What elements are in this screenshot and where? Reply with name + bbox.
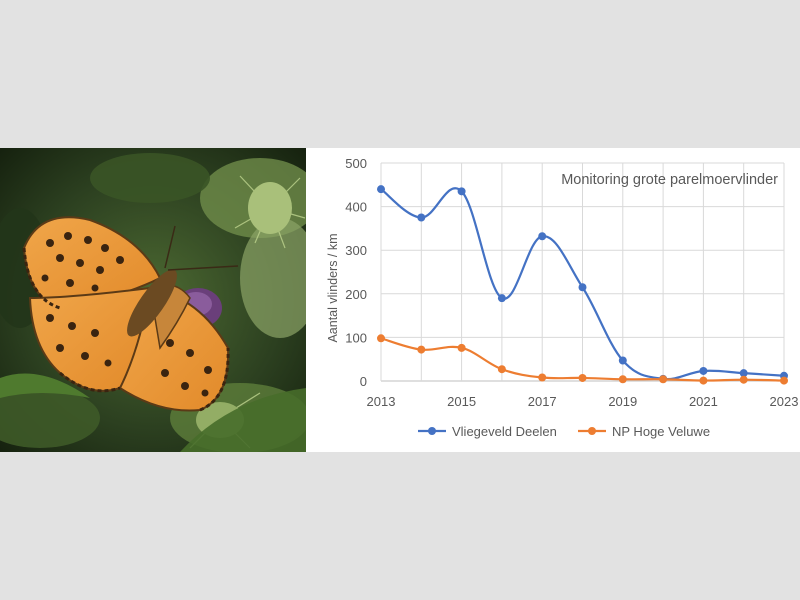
data-point-vliegeveld-deelen [578,283,587,292]
legend-label-vliegeveld-deelen: Vliegeveld Deelen [452,424,557,439]
butterfly-photo-image [0,148,306,452]
data-point-vliegeveld-deelen [618,356,627,365]
data-point-np-hoge-veluwe [739,375,748,384]
line-chart: 0 100 200 300 400 500 2013 2015 2017 2019 2021 2023… [326,156,798,439]
x-tick-label: 2023 [770,394,799,409]
data-point-np-hoge-veluwe [578,373,587,382]
chart-legend: Vliegeveld Deelen NP Hoge Veluwe [418,424,710,439]
data-point-vliegeveld-deelen [699,366,708,375]
x-tick-label: 2021 [689,394,718,409]
data-point-vliegeveld-deelen [417,213,426,222]
data-point-np-hoge-veluwe [457,343,466,352]
data-point-np-hoge-veluwe [538,373,547,382]
y-tick-label: 300 [345,243,367,258]
data-point-vliegeveld-deelen [739,369,748,378]
data-point-vliegeveld-deelen [538,232,547,241]
data-point-np-hoge-veluwe [497,365,506,374]
data-point-np-hoge-veluwe [659,375,668,384]
butterfly-photo [0,148,306,452]
y-tick-label: 500 [345,156,367,171]
chart-container: 0 100 200 300 400 500 2013 2015 2017 2019 2021 2023… [306,148,800,452]
data-point-np-hoge-veluwe [780,376,788,385]
data-point-vliegeveld-deelen [457,187,466,196]
figure-panel: 0 100 200 300 400 500 2013 2015 2017 2019 2021 2023… [0,148,800,452]
data-point-np-hoge-veluwe [699,376,708,385]
legend-label-np-hoge-veluwe: NP Hoge Veluwe [612,424,710,439]
data-point-np-hoge-veluwe [417,345,426,354]
y-tick-label: 0 [360,374,367,389]
legend-marker-np-hoge-veluwe [588,427,596,435]
y-axis-label: Aantal vlinders / km [326,233,340,342]
x-tick-label: 2019 [608,394,637,409]
chart-title: Monitoring grote parelmoervlinder [561,172,778,188]
data-point-vliegeveld-deelen [377,185,385,194]
x-tick-label: 2015 [447,394,476,409]
y-tick-label: 200 [345,287,367,302]
data-point-vliegeveld-deelen [497,294,506,303]
x-tick-label: 2013 [367,394,396,409]
butterfly-illustration [22,216,239,412]
x-tick-label: 2017 [528,394,557,409]
legend-marker-vliegeveld-deelen [428,427,436,435]
y-tick-label: 100 [345,330,367,345]
chart-axes: 0 100 200 300 400 500 2013 2015 2017 2019 2021 2023 [345,156,798,409]
data-point-np-hoge-veluwe [618,375,627,384]
chart-grid [380,162,785,382]
y-tick-label: 400 [345,200,367,215]
chart-series [377,185,788,385]
data-point-np-hoge-veluwe [377,334,385,343]
